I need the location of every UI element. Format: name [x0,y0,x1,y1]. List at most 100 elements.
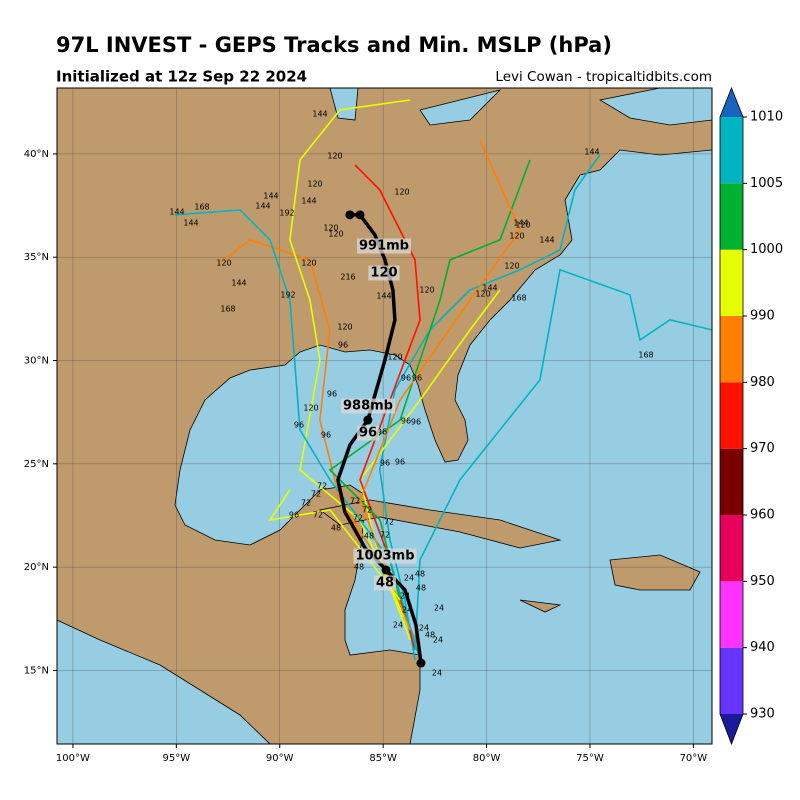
mean-point [416,658,426,668]
hour-label: 96 [294,421,304,430]
hour-label: 24 [433,636,443,645]
colorbar-label: 1010 [750,110,783,125]
mean-point [345,210,355,220]
hour-label: 72 [301,499,311,508]
hour-label: 96 [401,374,411,383]
hour-label: 24 [419,624,429,633]
chart-title: 97L INVEST - GEPS Tracks and Min. MSLP (… [56,33,612,57]
annotation: 988mb [343,399,393,414]
colorbar-label: 960 [750,508,775,523]
hour-label: 120 [328,230,343,239]
x-tick-label: 90°W [266,753,294,764]
hour-label: 120 [327,152,342,161]
hour-label: 24 [432,669,442,678]
hour-label: 144 [482,284,497,293]
y-tick-label: 30°N [24,356,49,367]
hour-label: 144 [513,219,528,228]
hour-label: 48 [415,570,425,579]
colorbar-bin [720,515,743,582]
annotation-box [357,238,411,254]
colorbar-bin [720,581,743,648]
hour-label: 144 [301,197,316,206]
hour-label: 72 [380,531,390,540]
hour-label: 72 [350,497,360,506]
hour-label: 120 [307,180,322,189]
y-tick-label: 40°N [24,149,49,160]
y-tick-label: 20°N [24,562,49,573]
hour-label: 96 [327,390,337,399]
hour-label: 96 [338,341,348,350]
colorbar-label: 990 [750,309,775,324]
ocean [174,149,712,744]
member-track [289,99,411,631]
hour-label: 72 [311,490,321,499]
colorbar-bin [720,249,743,316]
hour-label: 216 [340,273,355,282]
mean-point [363,415,373,425]
hour-label: 48 [331,524,341,533]
hour-label: 120 [515,221,530,230]
hour-label: 96 [411,418,421,427]
hour-label: 192 [279,209,294,218]
annotation: 96 [359,426,377,441]
pacific [57,619,271,744]
hour-label: 168 [511,294,526,303]
annotation: 1003mb [355,549,414,564]
colorbar-label: 980 [750,375,775,390]
colorbar-extend-high [720,88,743,117]
hour-label: 96 [289,511,299,520]
hour-label: 24 [434,604,444,613]
x-tick-label: 100°W [56,753,90,764]
hour-label: 144 [183,219,198,228]
hour-label: 72 [317,482,327,491]
colorbar-bin [720,382,743,449]
y-tick-label: 35°N [24,252,49,263]
hour-label: 120 [394,188,409,197]
hour-label: 144 [255,202,270,211]
hour-label: 120 [419,286,434,295]
x-tick-label: 75°W [576,753,604,764]
annotation: 120 [370,266,397,281]
x-tick-label: 95°W [163,753,191,764]
y-tick-label: 25°N [24,459,49,470]
lake [598,88,712,126]
x-tick-label: 80°W [473,753,501,764]
hour-label: 72 [313,511,323,520]
colorbar-label: 1005 [750,176,783,191]
hour-label: 96 [321,431,331,440]
hour-label: 96 [412,374,422,383]
hour-label: 96 [377,428,387,437]
annotation-box [353,548,417,564]
member-track [328,159,531,621]
colorbar-bin [720,647,743,714]
hour-label: 168 [638,351,653,360]
member-track [414,268,712,651]
colorbar-bin [720,316,743,383]
y-tick-label: 15°N [24,665,49,676]
hour-label: 48 [364,532,374,541]
lake [329,88,359,121]
hour-label: 120 [303,404,318,413]
hour-label: 120 [301,259,316,268]
colorbar-label: 970 [750,441,775,456]
hour-label: 24 [404,574,414,583]
colorbar-bin [720,448,743,515]
island [609,554,701,591]
annotation: 991mb [359,239,409,254]
hour-label: 120 [509,232,524,241]
colorbar-label: 1000 [750,242,783,257]
hour-label: 120 [323,224,338,233]
mean-point [381,565,391,575]
colorbar-label: 940 [750,640,775,655]
hour-label: 48 [425,631,435,640]
lake [419,89,502,126]
hour-label: 144 [231,279,246,288]
hour-label: 96 [401,417,411,426]
hour-label: 168 [194,203,209,212]
hour-label: 120 [387,353,402,362]
hour-label: 144 [263,192,278,201]
map-frame [56,87,713,745]
